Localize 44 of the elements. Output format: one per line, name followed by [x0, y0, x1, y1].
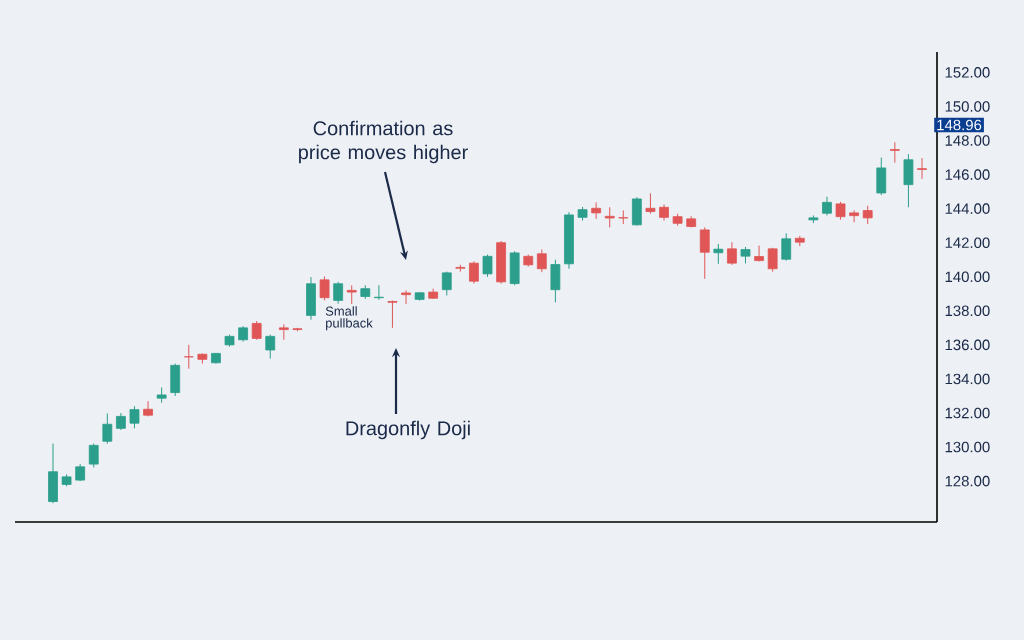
candlestick — [319, 275, 330, 301]
y-tick-label: 142.00 — [945, 237, 990, 248]
candlestick — [469, 260, 479, 285]
y-tick-label: 132.00 — [945, 407, 990, 419]
text: 148.96 — [937, 119, 982, 131]
candlestick — [604, 206, 615, 228]
candlestick — [401, 289, 411, 305]
candlestick — [849, 209, 859, 223]
candlestick — [889, 141, 900, 164]
candlestick — [143, 400, 153, 417]
candlestick — [265, 334, 276, 359]
candlestick — [482, 254, 493, 278]
y-tick-label: 128.00 — [945, 475, 990, 487]
candlestick — [713, 243, 724, 265]
annotation: Dragonfly Doji — [346, 420, 470, 440]
candlestick — [102, 413, 113, 445]
candlestick — [727, 241, 737, 266]
y-tick-label: 152.00 — [945, 67, 990, 78]
candlestick — [88, 443, 99, 468]
candlestick — [129, 405, 140, 429]
candlestick — [645, 192, 656, 215]
y-tick-label: 134.00 — [945, 373, 990, 385]
annotation: Confirmation as price moves higher — [299, 120, 468, 164]
y-tick-label: 130.00 — [945, 441, 990, 453]
candlestick — [862, 205, 873, 225]
candlestick — [346, 284, 357, 305]
candlestick — [536, 249, 547, 273]
annotation: Small pullback — [325, 306, 373, 331]
candlestick — [754, 245, 764, 262]
candlestick — [591, 201, 602, 220]
candlestick — [917, 157, 927, 180]
y-tick-label: 138.00 — [945, 305, 990, 317]
candlestick — [251, 320, 262, 341]
y-tick-label: 146.00 — [945, 169, 990, 180]
y-tick-label: 148.00 — [945, 135, 990, 146]
y-tick-label: 144.00 — [945, 203, 990, 214]
candlestick — [387, 300, 398, 329]
y-tick-label: 136.00 — [945, 339, 990, 351]
candlestick — [699, 226, 710, 280]
candlestick — [781, 232, 792, 262]
y-tick-label: 150.00 — [945, 101, 990, 112]
candlestick — [822, 196, 832, 216]
y-tick-label: 140.00 — [945, 271, 990, 283]
candlestick — [333, 281, 344, 305]
